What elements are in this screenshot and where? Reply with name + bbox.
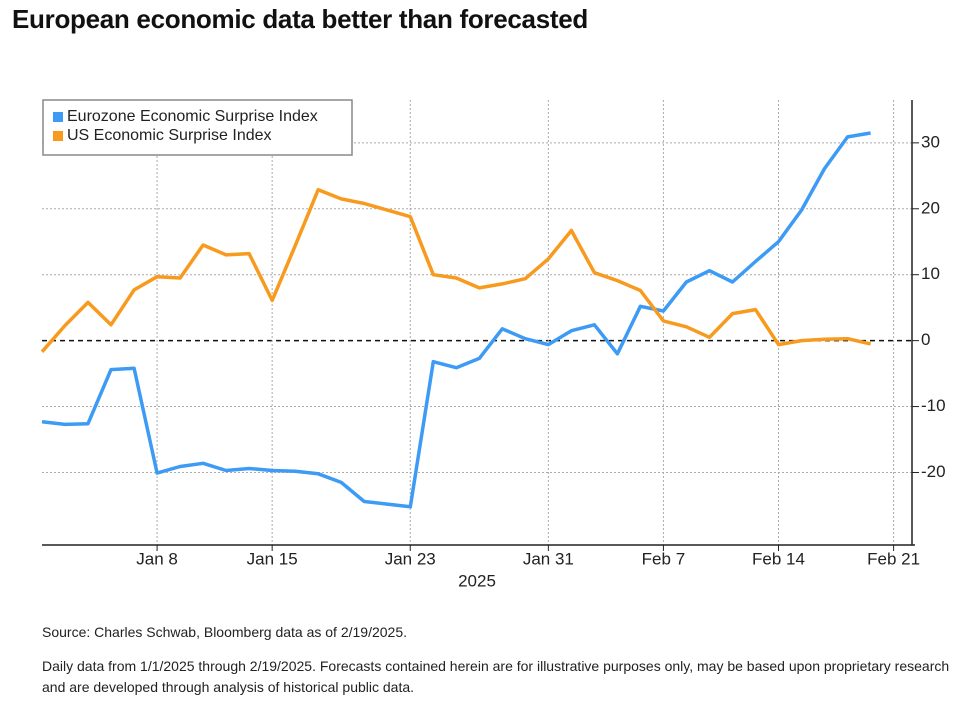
x-tick-label: Jan 31	[523, 549, 574, 568]
x-tick-label: Feb 7	[642, 549, 685, 568]
x-tick-label: Jan 8	[136, 549, 178, 568]
x-tick-label: Jan 15	[247, 549, 298, 568]
legend-box	[42, 99, 353, 156]
plot-area	[42, 100, 912, 545]
x-axis-label: 2025	[458, 571, 496, 590]
y-tick-label: -20	[921, 462, 946, 481]
source: Source: Charles Schwab, Bloomberg data a…	[42, 624, 407, 640]
chart-title: European economic data better than forec…	[12, 4, 588, 34]
note: Daily data from 1/1/2025 through 2/19/20…	[42, 658, 950, 695]
legend-swatch	[53, 131, 63, 141]
x-tick-label: Jan 23	[385, 549, 436, 568]
x-tick-label: Feb 21	[867, 549, 920, 568]
series-line	[41, 131, 871, 509]
y-tick-label: 0	[921, 330, 930, 349]
x-tick-label: Feb 14	[752, 549, 805, 568]
legend-label: US Economic Surprise Index	[67, 127, 272, 144]
y-tick-label: 20	[921, 198, 940, 217]
legend-label: Eurozone Economic Surprise Index	[67, 108, 318, 125]
y-tick-label: 30	[921, 132, 940, 151]
legend-swatch	[53, 112, 63, 122]
series-line	[40, 187, 871, 353]
chart: -20 -10 0 10 20 30 Jan 8 Jan 15 Jan 23 Jan 31 Feb …	[40, 99, 946, 590]
y-tick-label: -10	[921, 396, 946, 415]
y-tick-label: 10	[921, 264, 940, 283]
